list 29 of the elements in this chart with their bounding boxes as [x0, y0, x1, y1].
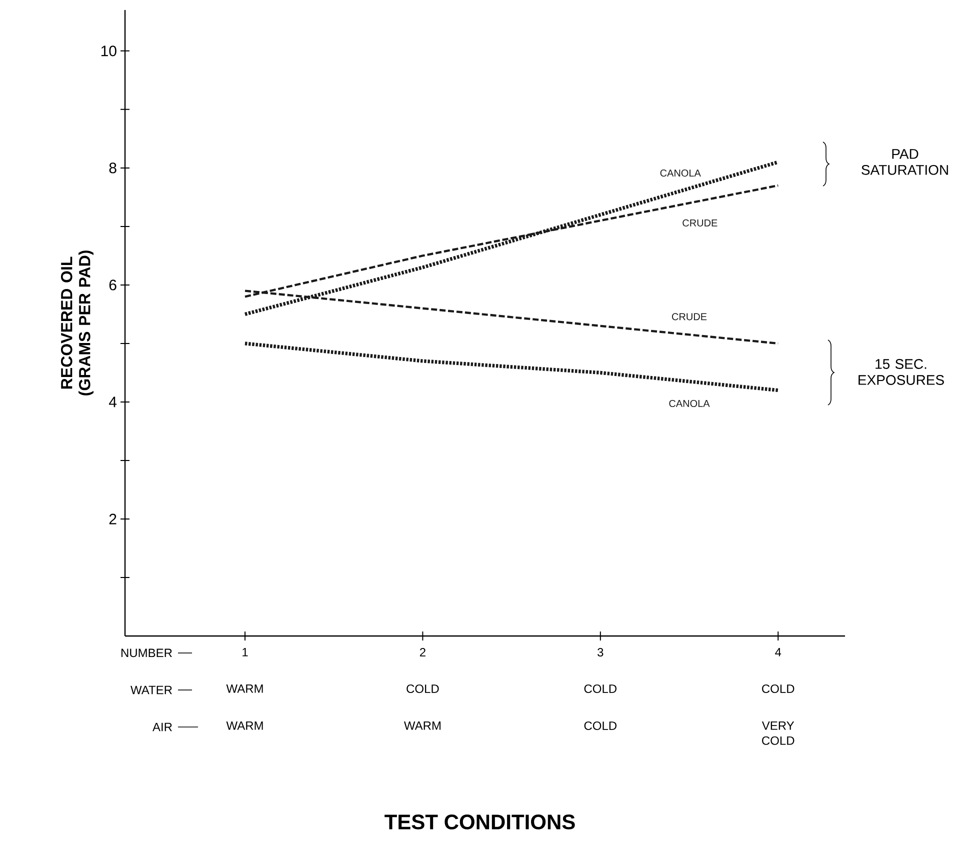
text: COLD	[584, 722, 616, 730]
x-tick-label: 1	[242, 648, 248, 656]
line-series	[243, 342, 780, 392]
series-label: CRUDE	[682, 219, 718, 226]
y-tick-label: 4	[108, 396, 117, 408]
x-tick-label: 4	[775, 648, 782, 656]
series-label: CANOLA	[669, 400, 710, 408]
text: AIR	[152, 722, 172, 732]
y-tick-label: 8	[109, 162, 116, 174]
series-label: CRUDE	[672, 313, 707, 320]
text: PAD SATURATION	[862, 149, 948, 175]
series-label: CANOLA	[660, 170, 701, 177]
text: COLD	[584, 684, 616, 694]
text: TEST CONDITIONS	[384, 814, 575, 830]
text: COLD	[762, 684, 794, 694]
text: WATER	[130, 686, 172, 694]
x-tick-label: 2	[420, 648, 426, 656]
y-tick-label: 6	[109, 280, 116, 290]
y-tick-label: 2	[109, 514, 116, 524]
text: WARM	[226, 684, 263, 693]
text: 15 SEC. EXPOSURES	[858, 359, 944, 385]
y-axis-title: RECOVERED OIL (GRAMS PER PAD)	[60, 250, 94, 396]
text: NUMBER	[121, 648, 172, 658]
y-tick-label: 10	[101, 46, 116, 56]
text: COLD	[406, 684, 439, 694]
text: WARM	[404, 722, 440, 730]
x-tick-label: 3	[598, 648, 604, 657]
text: VERY COLD	[762, 722, 794, 745]
text: WARM	[226, 722, 263, 730]
